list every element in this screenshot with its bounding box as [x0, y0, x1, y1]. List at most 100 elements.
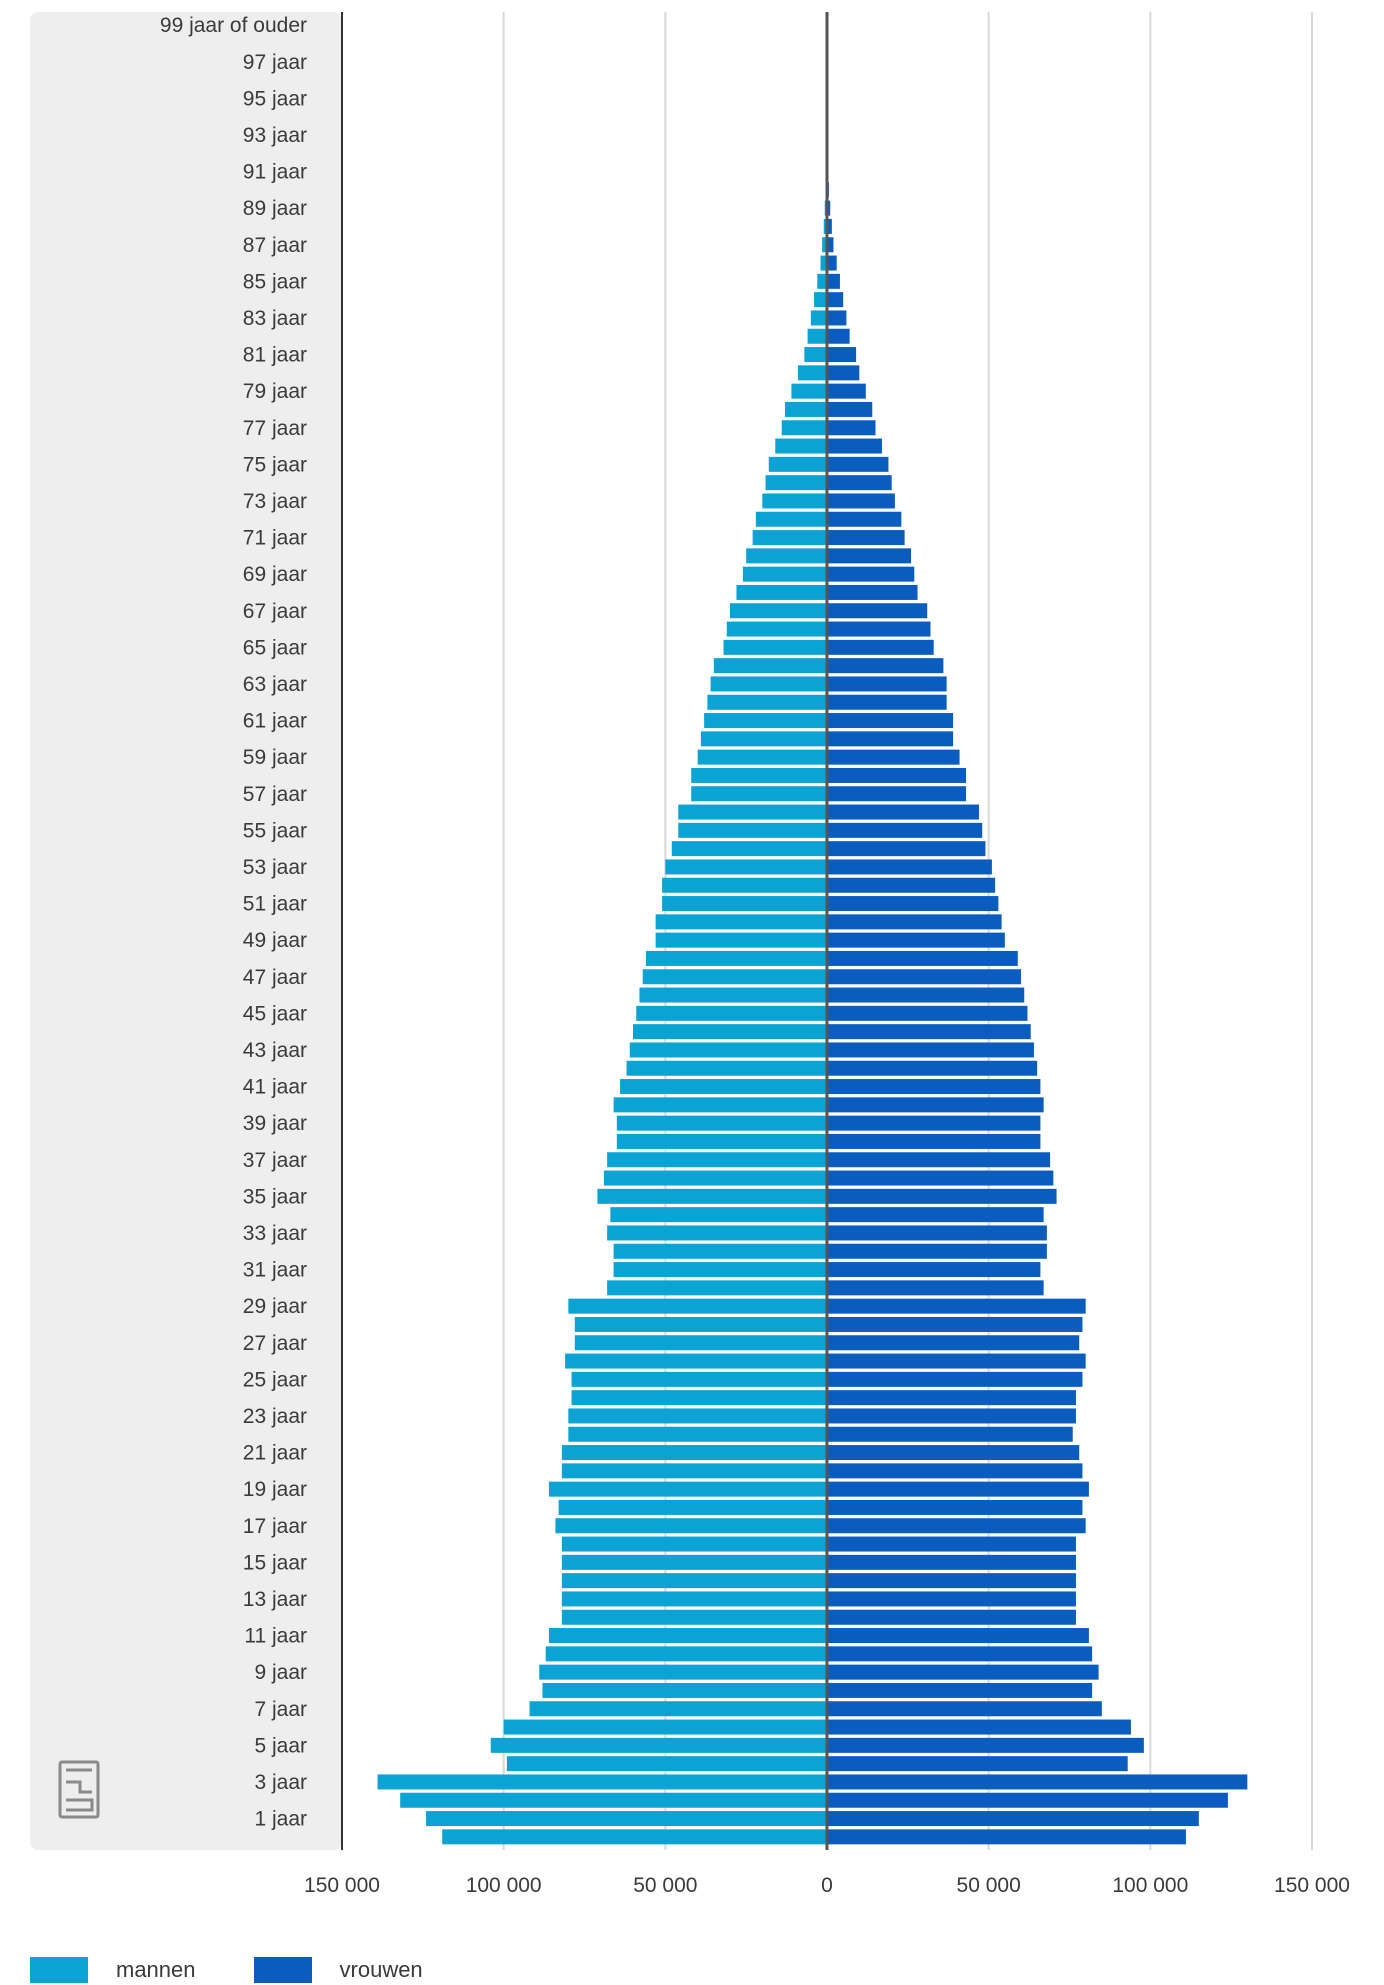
age-label: 73 jaar	[243, 490, 307, 513]
bar-mannen	[506, 1756, 827, 1772]
age-label: 25 jaar	[243, 1368, 307, 1391]
age-label: 51 jaar	[243, 893, 307, 916]
bar-vrouwen	[827, 1280, 1044, 1296]
bar-vrouwen	[827, 218, 832, 234]
bar-mannen	[597, 1188, 827, 1204]
age-label: 69 jaar	[243, 563, 307, 586]
bar-vrouwen	[827, 365, 860, 381]
age-label: 3 jaar	[254, 1771, 307, 1794]
bar-vrouwen	[827, 1646, 1093, 1662]
x-tick-label: 50 000	[633, 1874, 697, 1897]
bar-vrouwen	[827, 767, 967, 783]
age-label: 43 jaar	[243, 1039, 307, 1062]
age-label: 97 jaar	[243, 51, 307, 74]
bar-vrouwen	[827, 401, 873, 417]
bar-mannen	[671, 841, 827, 857]
bar-vrouwen	[827, 1133, 1041, 1149]
bar-vrouwen	[827, 1792, 1228, 1808]
bar-vrouwen	[827, 1371, 1083, 1387]
x-tick-label: 150 000	[304, 1874, 380, 1897]
bar-mannen	[561, 1554, 827, 1570]
age-label: 5 jaar	[254, 1734, 307, 1757]
bar-mannen	[490, 1737, 827, 1753]
bar-vrouwen	[827, 1811, 1199, 1827]
bar-mannen	[639, 987, 827, 1003]
bar-vrouwen	[827, 548, 912, 564]
bar-mannen	[762, 493, 827, 509]
bar-vrouwen	[827, 1408, 1076, 1424]
age-label: 33 jaar	[243, 1222, 307, 1245]
bar-vrouwen	[827, 1097, 1044, 1113]
bar-mannen	[697, 749, 827, 765]
bar-mannen	[613, 1097, 827, 1113]
bar-mannen	[503, 1719, 827, 1735]
age-label: 11 jaar	[244, 1625, 307, 1648]
age-label: 59 jaar	[243, 746, 307, 769]
age-label: 77 jaar	[243, 417, 307, 440]
bar-mannen	[797, 365, 827, 381]
age-label: 9 jaar	[254, 1661, 307, 1684]
bar-vrouwen	[827, 1188, 1057, 1204]
age-label: 85 jaar	[243, 270, 307, 293]
bar-mannen	[426, 1811, 827, 1827]
bar-vrouwen	[827, 1225, 1047, 1241]
bar-vrouwen	[827, 200, 831, 216]
bar-vrouwen	[827, 1390, 1076, 1406]
bar-vrouwen	[827, 1774, 1248, 1790]
bar-vrouwen	[827, 310, 847, 326]
bar-vrouwen	[827, 456, 889, 472]
bar-vrouwen	[827, 1005, 1028, 1021]
bar-vrouwen	[827, 1445, 1080, 1461]
bar-mannen	[616, 1115, 827, 1131]
legend-swatch-mannen	[30, 1957, 88, 1983]
bar-vrouwen	[827, 475, 892, 491]
bar-vrouwen	[827, 1079, 1041, 1095]
bar-vrouwen	[827, 1737, 1144, 1753]
bar-mannen	[736, 584, 827, 600]
bar-mannen	[561, 1609, 827, 1625]
age-label: 93 jaar	[243, 124, 307, 147]
bar-vrouwen	[827, 877, 996, 893]
bar-mannen	[755, 511, 827, 527]
age-label: 15 jaar	[243, 1551, 307, 1574]
age-label: 7 jaar	[254, 1698, 307, 1721]
age-label: 71 jaar	[243, 527, 307, 550]
bar-mannen	[752, 530, 827, 546]
bar-mannen	[665, 859, 827, 875]
bar-vrouwen	[827, 1682, 1093, 1698]
bar-mannen	[822, 237, 827, 253]
series-vrouwen	[827, 17, 1248, 1845]
bar-vrouwen	[827, 1518, 1086, 1534]
bar-vrouwen	[827, 1170, 1054, 1186]
bar-mannen	[726, 621, 827, 637]
bar-vrouwen	[827, 896, 999, 912]
bar-mannen	[400, 1792, 827, 1808]
bar-vrouwen	[827, 237, 834, 253]
bar-vrouwen	[827, 621, 931, 637]
bar-vrouwen	[827, 1042, 1034, 1058]
bar-vrouwen	[827, 658, 944, 674]
age-label: 55 jaar	[243, 819, 307, 842]
bar-mannen	[820, 255, 827, 271]
age-label: 63 jaar	[243, 673, 307, 696]
age-label: 87 jaar	[243, 234, 307, 257]
bar-mannen	[610, 1207, 827, 1223]
bar-vrouwen	[827, 987, 1025, 1003]
bar-mannen	[807, 328, 827, 344]
bar-vrouwen	[827, 1207, 1044, 1223]
bar-vrouwen	[827, 841, 986, 857]
age-label: 31 jaar	[243, 1259, 307, 1282]
bar-vrouwen	[827, 292, 844, 308]
bar-vrouwen	[827, 438, 882, 454]
age-label: 99 jaar of ouder	[160, 14, 307, 37]
bar-vrouwen	[827, 1316, 1083, 1332]
label-panel-background	[30, 12, 342, 1850]
bar-vrouwen	[827, 511, 902, 527]
bar-vrouwen	[827, 749, 960, 765]
age-label: 83 jaar	[243, 307, 307, 330]
age-label: 21 jaar	[243, 1442, 307, 1465]
bar-vrouwen	[827, 1701, 1102, 1717]
bar-mannen	[765, 475, 827, 491]
bar-mannen	[561, 1591, 827, 1607]
